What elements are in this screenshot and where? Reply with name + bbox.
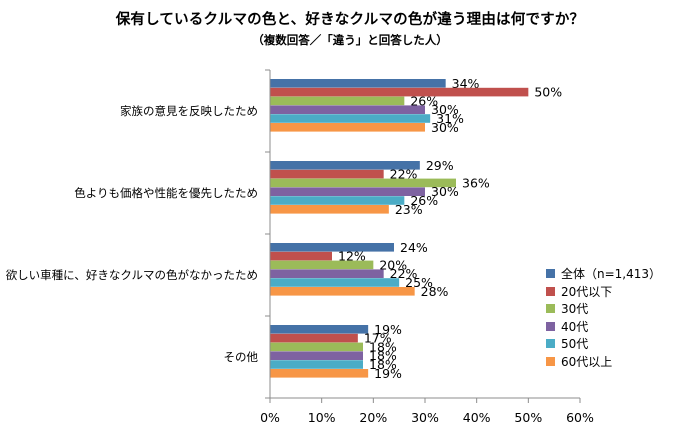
bar-value-label: 26% bbox=[410, 93, 438, 108]
bar-value-label: 36% bbox=[462, 175, 490, 190]
bar-value-label: 19% bbox=[374, 366, 402, 381]
bar bbox=[270, 342, 363, 352]
bar bbox=[270, 96, 405, 106]
bar bbox=[270, 287, 415, 296]
bar bbox=[270, 187, 425, 196]
bar-value-label: 17% bbox=[364, 331, 392, 346]
bar bbox=[270, 114, 431, 123]
bar-value-label: 24% bbox=[400, 240, 428, 255]
legend-swatch bbox=[546, 321, 555, 331]
bar-value-label: 30% bbox=[431, 184, 459, 199]
bar bbox=[270, 260, 374, 270]
bar bbox=[270, 369, 369, 378]
category-label: 欲しい車種に、好きなクルマの色がなかったため bbox=[6, 268, 258, 282]
x-tick-label: 10% bbox=[308, 410, 336, 425]
legend-swatch bbox=[546, 339, 555, 349]
bar bbox=[270, 161, 420, 170]
legend-swatch bbox=[546, 304, 555, 314]
legend-label: 60代以上 bbox=[561, 354, 613, 369]
chart-legend: 全体（n=1,413） 20代以下 30代 40代 50代 60代以上 bbox=[546, 265, 661, 370]
bar bbox=[270, 178, 456, 188]
bar-value-label: 50% bbox=[534, 85, 562, 100]
legend-item: 全体（n=1,413） bbox=[546, 265, 661, 283]
bar-value-label: 18% bbox=[369, 348, 397, 363]
bar-value-label: 20% bbox=[379, 257, 407, 272]
bar bbox=[270, 79, 446, 88]
bar-value-label: 30% bbox=[431, 120, 459, 135]
x-tick-label: 30% bbox=[411, 410, 439, 425]
legend-label: 50代 bbox=[561, 337, 589, 352]
bar bbox=[270, 169, 384, 179]
x-tick-label: 40% bbox=[463, 410, 491, 425]
legend-item: 50代 bbox=[546, 335, 661, 353]
bar-value-label: 28% bbox=[421, 284, 449, 299]
category-label: 色よりも価格や性能を優先したため bbox=[74, 186, 258, 200]
bar-value-label: 25% bbox=[405, 275, 433, 290]
legend-swatch bbox=[546, 356, 555, 366]
bar-value-label: 12% bbox=[338, 249, 366, 264]
bar-value-label: 22% bbox=[390, 167, 418, 182]
bar bbox=[270, 269, 384, 278]
chart-subtitle: （複数回答／「違う」と回答した人） bbox=[252, 33, 448, 47]
legend-label: 30代 bbox=[561, 302, 589, 317]
bar-value-label: 30% bbox=[431, 102, 459, 117]
legend-item: 60代以上 bbox=[546, 353, 661, 371]
bar-value-label: 23% bbox=[395, 202, 423, 217]
bar bbox=[270, 325, 369, 334]
bar bbox=[270, 105, 425, 114]
legend-label: 20代以下 bbox=[561, 284, 613, 299]
legend-label: 40代 bbox=[561, 319, 589, 334]
bar-value-label: 29% bbox=[426, 158, 454, 173]
bar-value-label: 18% bbox=[369, 357, 397, 372]
bar bbox=[270, 360, 363, 369]
category-label: その他 bbox=[224, 350, 259, 364]
legend-item: 30代 bbox=[546, 300, 661, 318]
x-tick-label: 50% bbox=[514, 410, 542, 425]
legend-item: 20代以下 bbox=[546, 283, 661, 301]
bar bbox=[270, 196, 405, 205]
bar-value-label: 34% bbox=[452, 76, 480, 91]
bar bbox=[270, 278, 400, 287]
bar bbox=[270, 333, 358, 343]
bar bbox=[270, 123, 425, 132]
bar bbox=[270, 351, 363, 360]
legend-item: 40代 bbox=[546, 318, 661, 336]
x-tick-label: 60% bbox=[566, 410, 594, 425]
x-tick-label: 0% bbox=[260, 410, 280, 425]
legend-label: 全体（n=1,413） bbox=[561, 267, 662, 282]
bar-value-label: 31% bbox=[436, 111, 464, 126]
category-label: 家族の意見を反映したため bbox=[120, 104, 258, 118]
x-tick-label: 20% bbox=[359, 410, 387, 425]
bar-value-label: 18% bbox=[369, 339, 397, 354]
bar bbox=[270, 243, 394, 252]
legend-swatch bbox=[546, 286, 555, 296]
bar-value-label: 22% bbox=[390, 266, 418, 281]
bar-value-label: 26% bbox=[410, 193, 438, 208]
legend-swatch bbox=[546, 269, 555, 279]
bar bbox=[270, 87, 529, 97]
bar bbox=[270, 205, 389, 214]
bar-value-label: 19% bbox=[374, 322, 402, 337]
chart-title: 保有しているクルマの色と、好きなクルマの色が違う理由は何ですか？ bbox=[115, 12, 585, 28]
bar bbox=[270, 251, 332, 261]
